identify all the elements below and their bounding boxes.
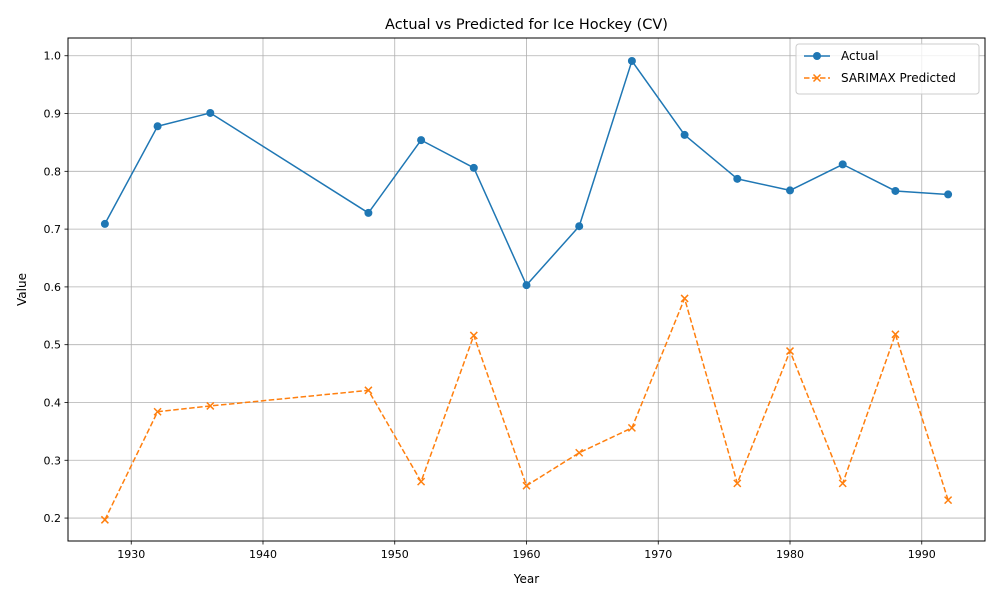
legend-marker-predicted: [812, 73, 822, 83]
x-tick-label: 1940: [249, 548, 277, 561]
data-point: [838, 160, 847, 169]
legend-label-predicted: SARIMAX Predicted: [841, 71, 956, 85]
y-tick-label: 0.9: [44, 108, 62, 121]
data-point: [469, 163, 478, 172]
data-point: [944, 190, 953, 199]
y-tick-label: 0.4: [44, 396, 62, 409]
data-point: [627, 423, 636, 432]
y-axis-label: Value: [15, 273, 29, 306]
y-tick-label: 0.2: [44, 512, 62, 525]
legend-box: [795, 43, 980, 95]
data-point: [680, 294, 689, 303]
data-point: [627, 56, 636, 65]
data-point: [417, 136, 426, 145]
data-point: [417, 477, 426, 486]
y-tick-label: 0.5: [44, 339, 62, 352]
x-tick-label: 1990: [908, 548, 936, 561]
data-point: [100, 219, 109, 228]
data-point: [522, 481, 531, 490]
y-tick-label: 0.6: [44, 281, 62, 294]
x-tick-label: 1930: [117, 548, 145, 561]
y-tick-label: 0.8: [44, 165, 62, 178]
y-tick-label: 1.0: [44, 50, 62, 63]
data-point: [575, 222, 584, 231]
data-point: [680, 130, 689, 139]
series-layer: [100, 56, 953, 524]
data-point: [100, 515, 109, 524]
y-tick-label: 0.3: [44, 454, 62, 467]
data-point: [891, 330, 900, 339]
data-point: [206, 108, 215, 117]
data-point: [785, 347, 795, 356]
data-point: [786, 186, 795, 195]
data-point: [733, 174, 742, 183]
x-tick-label: 1960: [513, 548, 541, 561]
legend-label-actual: Actual: [841, 49, 879, 63]
x-tick-label: 1980: [776, 548, 804, 561]
data-point: [575, 448, 584, 457]
legend-marker-actual: [813, 52, 821, 60]
data-point: [944, 496, 953, 505]
x-axis-label: Year: [513, 572, 539, 586]
x-tick-label: 1950: [381, 548, 409, 561]
data-point: [153, 407, 162, 416]
chart-title: Actual vs Predicted for Ice Hockey (CV): [385, 17, 668, 33]
y-tick-label: 0.7: [44, 223, 62, 236]
x-tick-label: 1970: [644, 548, 672, 561]
data-point: [364, 386, 373, 395]
data-point: [469, 331, 478, 340]
series-actual: [100, 56, 953, 290]
grid: [68, 38, 985, 541]
series-line-sarimax-predicted: [104, 297, 949, 521]
y-axis-ticks: 0.2 0.3 0.4 0.5 0.6 0.7 0.8 0.9 1.0: [44, 50, 68, 525]
data-point: [891, 186, 900, 195]
data-point: [522, 281, 531, 290]
data-point: [153, 122, 162, 131]
data-point: [733, 479, 742, 488]
data-point: [838, 479, 847, 488]
data-point: [364, 208, 373, 217]
x-axis-ticks: 1930 1940 1950 1960 1970 1980 1990: [117, 541, 936, 561]
legend: Actual SARIMAX Predicted: [795, 43, 980, 95]
series-sarimax-predicted: [100, 294, 953, 524]
data-point: [206, 401, 215, 410]
